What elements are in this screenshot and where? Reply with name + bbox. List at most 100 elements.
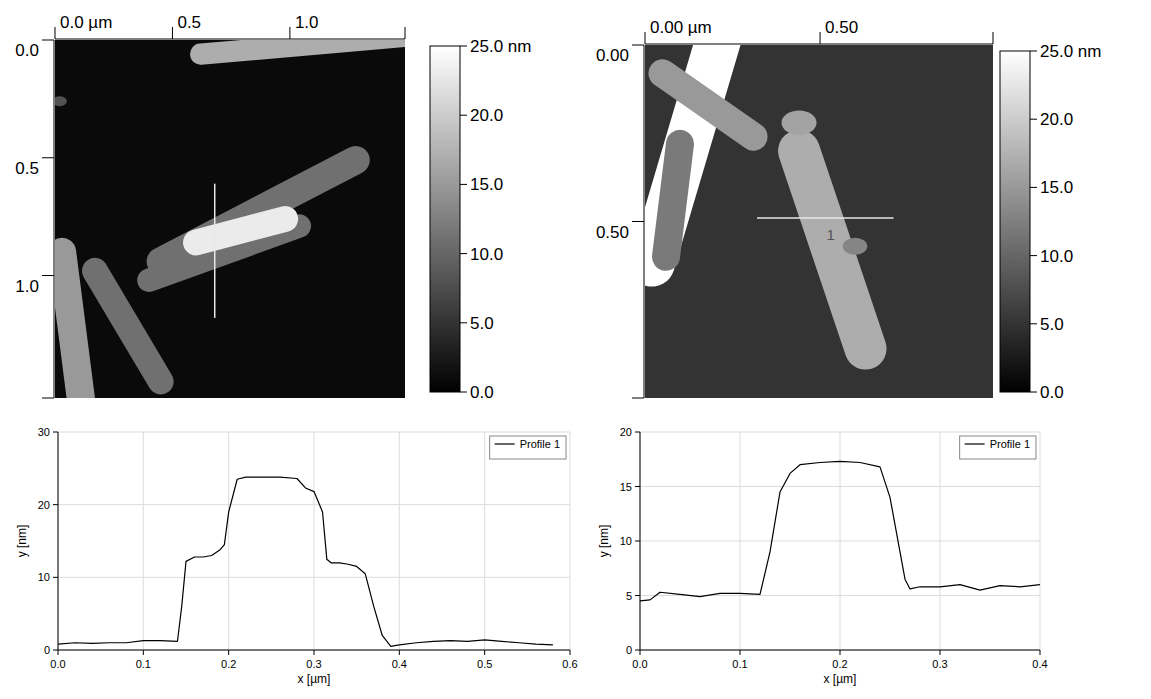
x-tick <box>645 32 646 44</box>
y-tick-label: 0.00 <box>596 46 629 65</box>
x-tick-label: 0.3 <box>306 658 321 670</box>
legend-swatch <box>965 443 985 444</box>
axis-end <box>632 398 644 399</box>
colorbar-tick <box>1030 119 1037 120</box>
x-tick <box>399 650 400 655</box>
afm-feature <box>843 238 868 255</box>
y-tick-label: 0.0 <box>15 41 39 60</box>
colorbar-tick <box>460 253 467 254</box>
afm-image <box>645 45 993 398</box>
colorbar-tick <box>460 184 467 185</box>
colorbar-tick <box>460 46 467 47</box>
x-tick <box>940 650 941 655</box>
colorbar-label: 15.0 <box>1040 178 1073 197</box>
x-axis-title: x [µm] <box>824 672 857 686</box>
colorbar-tick <box>460 115 467 116</box>
afm-feature <box>196 219 285 243</box>
afm-feature <box>95 271 161 382</box>
y-tick-label: 1.0 <box>15 277 39 296</box>
afm-feature <box>782 110 817 135</box>
colorbar-tick <box>460 392 467 393</box>
x-tick <box>840 650 841 655</box>
colorbar-label: 10.0 <box>1040 247 1073 266</box>
colorbar <box>430 46 460 392</box>
x-tick-label: 0.0 <box>50 658 65 670</box>
x-tick-label: 0.4 <box>1032 658 1047 670</box>
grid-line <box>484 432 485 650</box>
plot-area <box>640 461 1040 601</box>
x-tick <box>1040 650 1041 655</box>
x-tick-label: 0.1 <box>732 658 747 670</box>
legend-box <box>490 436 566 459</box>
grid-line <box>228 432 229 650</box>
x-tick <box>172 27 173 39</box>
y-tick <box>42 157 54 158</box>
legend-swatch <box>495 443 515 444</box>
colorbar-tick <box>1030 323 1037 324</box>
y-axis <box>54 40 55 398</box>
x-tick-label: 0.0 µm <box>60 13 112 32</box>
x-tick <box>640 650 641 655</box>
plot-area <box>58 477 553 646</box>
y-tick-label: 0.5 <box>15 159 39 178</box>
x-tick <box>820 32 821 44</box>
y-axis-title: y [nm] <box>597 525 611 558</box>
profile-line <box>214 184 216 318</box>
afm-image <box>55 40 405 398</box>
y-tick <box>635 650 640 651</box>
y-tick-label: 10 <box>620 535 632 547</box>
y-tick <box>53 432 58 433</box>
x-tick <box>143 650 144 655</box>
x-tick-label: 0.6 <box>562 658 577 670</box>
legend: Profile 1 <box>965 438 1030 450</box>
colorbar <box>1000 51 1030 392</box>
axis-end <box>993 32 994 44</box>
x-tick-label: 0.3 <box>932 658 947 670</box>
y-tick <box>635 486 640 487</box>
profile-series <box>640 461 1040 601</box>
axis-end <box>42 398 54 399</box>
colorbar-label: 10.0 <box>470 245 503 264</box>
x-tick <box>314 650 315 655</box>
x-tick <box>484 650 485 655</box>
x-axis <box>55 39 405 40</box>
profile-label: 1 <box>826 226 834 243</box>
y-tick <box>632 45 644 46</box>
y-tick <box>42 275 54 276</box>
legend-box <box>960 436 1036 459</box>
colorbar-label: 20.0 <box>1040 110 1073 129</box>
grid-line <box>740 432 741 650</box>
afm-feature <box>55 96 67 106</box>
afm-feature <box>663 73 754 137</box>
x-tick-label: 0.5 <box>177 13 201 32</box>
y-tick <box>635 432 640 433</box>
y-tick-label: 30 <box>38 426 50 438</box>
legend-label: Profile 1 <box>990 438 1030 450</box>
colorbar-label: 20.0 <box>470 106 503 125</box>
x-tick-label: 0.5 <box>477 658 492 670</box>
x-tick-label: 0.4 <box>392 658 407 670</box>
grid-line <box>399 432 400 650</box>
x-tick <box>289 27 290 39</box>
y-tick <box>635 541 640 542</box>
y-axis <box>58 432 59 650</box>
x-tick <box>740 650 741 655</box>
legend: Profile 1 <box>495 438 560 450</box>
x-tick <box>228 650 229 655</box>
grid-line <box>143 432 144 650</box>
profile-line <box>757 217 894 219</box>
y-tick-label: 0 <box>626 644 632 656</box>
afm-feature <box>666 144 680 257</box>
y-tick <box>635 595 640 596</box>
y-tick-label: 0.50 <box>596 223 629 242</box>
y-tick <box>53 650 58 651</box>
y-tick-label: 15 <box>620 481 632 493</box>
x-tick-label: 0.50 <box>825 18 858 37</box>
colorbar-tick <box>1030 187 1037 188</box>
colorbar-label: 5.0 <box>1040 315 1064 334</box>
colorbar-tick <box>460 322 467 323</box>
grid-line <box>940 432 941 650</box>
colorbar-label: 25.0 nm <box>470 37 531 56</box>
x-tick-label: 1.0 <box>295 13 319 32</box>
y-tick <box>632 221 644 222</box>
